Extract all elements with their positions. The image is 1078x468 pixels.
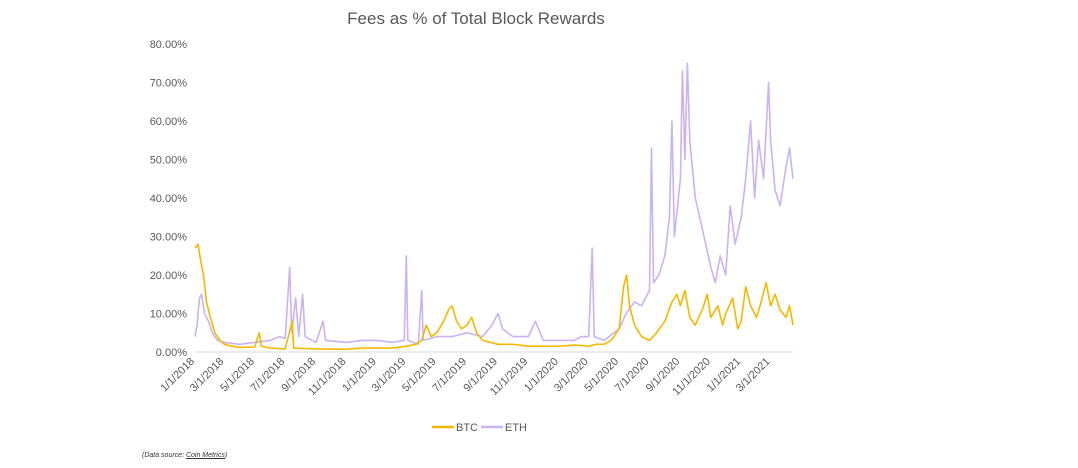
data-source-note: (Data source: Coin Metrics): [142, 452, 227, 459]
series-line-btc: [194, 243, 794, 351]
y-axis: 0.00% 10.00% 20.00% 30.00% 40.00% 50.00% 60.00…: [150, 39, 188, 359]
plot-area: [194, 62, 794, 351]
y-tick-label: 30.00%: [150, 232, 188, 244]
y-tick-label: 10.00%: [150, 309, 188, 321]
chart-title: Fees as % of Total Block Rewards: [347, 9, 605, 28]
data-source-prefix: (Data source:: [142, 452, 186, 459]
y-tick-label: 50.00%: [150, 155, 188, 167]
y-tick-label: 70.00%: [150, 78, 188, 90]
x-axis: 1/1/20183/1/20185/1/20187/1/20189/1/2018…: [158, 356, 772, 399]
legend: BTC ETH: [432, 422, 527, 434]
y-tick-label: 0.00%: [156, 347, 187, 359]
chart: Fees as % of Total Block Rewards 0.00% 10…: [150, 9, 794, 434]
y-tick-label: 80.00%: [150, 39, 188, 51]
legend-label-eth: ETH: [505, 422, 527, 434]
series-line-eth: [194, 62, 794, 346]
y-tick-label: 40.00%: [150, 193, 188, 205]
y-tick-label: 20.00%: [150, 270, 188, 282]
coin-metrics-link[interactable]: Coin Metrics: [185, 452, 225, 459]
y-tick-label: 60.00%: [150, 116, 188, 128]
data-source-suffix: ): [224, 452, 228, 459]
legend-label-btc: BTC: [456, 422, 478, 434]
